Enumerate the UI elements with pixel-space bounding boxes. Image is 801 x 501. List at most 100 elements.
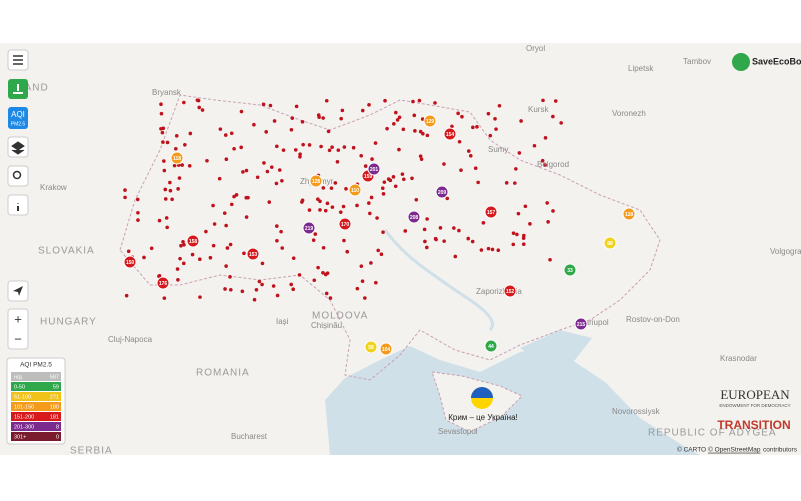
- sensor-dot: [224, 264, 228, 268]
- sensor-dot: [328, 296, 333, 300]
- sensor-dot: [459, 168, 463, 172]
- sensor-dot: [163, 187, 168, 192]
- sensor-dot: [342, 238, 346, 243]
- aqi-marker[interactable]: [603, 236, 617, 250]
- aqi-marker[interactable]: [379, 342, 393, 356]
- aqi-marker[interactable]: [302, 221, 316, 235]
- place-label: Volgograd: [770, 247, 801, 256]
- sensor-dot: [204, 229, 208, 234]
- aqi-marker[interactable]: [338, 217, 352, 231]
- sensor-dot: [326, 129, 331, 134]
- sensor-dot: [493, 116, 497, 121]
- sensor-dot: [532, 143, 537, 148]
- sensor-dot: [401, 177, 406, 182]
- sensor-dot: [298, 152, 302, 156]
- sensor-dot: [341, 204, 346, 209]
- sensor-dot: [291, 256, 296, 260]
- sensor-dot: [176, 187, 180, 191]
- aqi-marker[interactable]: [186, 234, 200, 248]
- sensor-dot: [329, 186, 334, 190]
- zoom-control: [7, 308, 29, 350]
- aqi-marker[interactable]: [435, 185, 449, 199]
- attribution-osm[interactable]: © OpenStreetMap: [708, 446, 761, 454]
- sensor-dot: [229, 287, 233, 292]
- sensor-dot: [345, 249, 350, 254]
- sensor-dot: [425, 133, 430, 138]
- sensor-dot: [559, 121, 563, 125]
- sensor-dot: [277, 168, 282, 172]
- aqi-marker[interactable]: [574, 317, 588, 331]
- sensor-dot: [546, 220, 550, 224]
- sensor-dot: [528, 222, 532, 226]
- sensor-dot: [359, 154, 364, 158]
- legend-count: 8: [56, 424, 59, 430]
- aqi-marker[interactable]: [622, 207, 636, 221]
- sensor-dot: [394, 110, 398, 115]
- aqi-value: 154: [446, 132, 455, 138]
- aqi-value: 129: [426, 119, 435, 125]
- sensor-dot: [252, 122, 256, 127]
- sensor-dot: [486, 246, 491, 251]
- sensor-dot: [200, 108, 205, 112]
- search-button[interactable]: [7, 165, 29, 187]
- sensor-dot: [395, 118, 400, 122]
- sensor-dot: [392, 122, 396, 126]
- place-label: ROMANIA: [196, 368, 250, 379]
- azov-sea: [520, 330, 592, 365]
- sensor-dot: [425, 217, 429, 221]
- aqi-value: 104: [382, 347, 391, 353]
- sensor-dot: [519, 119, 523, 123]
- sensor-dot: [205, 159, 209, 163]
- aqi-marker[interactable]: [348, 183, 362, 197]
- aqi-marker[interactable]: [407, 210, 421, 224]
- aqi-marker[interactable]: [170, 151, 184, 165]
- sensor-dot: [338, 210, 343, 214]
- zoom-in[interactable]: +: [14, 311, 22, 326]
- sensor-dot: [457, 139, 462, 144]
- sensor-dot: [553, 99, 558, 103]
- zoom-out[interactable]: −: [14, 331, 22, 346]
- sensor-dot: [486, 111, 491, 116]
- sensor-dot: [422, 227, 427, 232]
- sensor-dot: [323, 208, 328, 213]
- aqi-marker[interactable]: [364, 340, 378, 354]
- aqi-marker[interactable]: [367, 162, 381, 176]
- aqi-value: 153: [249, 252, 258, 258]
- aqi-marker[interactable]: [156, 276, 170, 290]
- aqi-marker[interactable]: [246, 247, 260, 261]
- aqi-marker[interactable]: [309, 174, 323, 188]
- aqi-marker[interactable]: [484, 339, 498, 353]
- place-label: Sevastopol: [438, 427, 478, 436]
- sensor-dot: [159, 126, 163, 131]
- info-button[interactable]: [7, 194, 29, 216]
- aqi-marker[interactable]: [123, 255, 137, 269]
- aqi-marker[interactable]: [503, 284, 517, 298]
- sensor-dot: [488, 133, 493, 138]
- sensor-dot: [466, 236, 471, 241]
- eed-logo: EUROPEAN: [720, 387, 790, 402]
- legend-title: AQI PM2.5: [20, 362, 52, 369]
- aqi-value: 157: [487, 210, 496, 216]
- sensor-dot: [397, 115, 402, 120]
- aqi-marker[interactable]: [443, 127, 457, 141]
- sensor-dot: [239, 145, 243, 150]
- sensor-dot: [135, 197, 140, 202]
- sensor-dot: [123, 195, 127, 200]
- sensor-dot: [363, 296, 367, 300]
- aqi-marker[interactable]: [563, 263, 577, 277]
- aqi-button[interactable]: [8, 107, 28, 129]
- aqi-value: 128: [312, 179, 321, 185]
- sensor-dot: [442, 162, 446, 166]
- sensor-dot: [164, 216, 169, 220]
- attribution-carto[interactable]: © CARTO: [677, 446, 706, 454]
- sensor-dot: [265, 169, 270, 174]
- aqi-marker[interactable]: [423, 114, 437, 128]
- aqi-value: 215: [577, 322, 586, 328]
- logo-text[interactable]: SaveEcoBot: [752, 56, 801, 66]
- aqi-value: 44: [488, 344, 494, 350]
- legend-swatch: [11, 402, 61, 411]
- sensor-dot: [182, 242, 186, 247]
- sensor-dot: [457, 228, 461, 233]
- aqi-marker[interactable]: [484, 205, 498, 219]
- sensor-dot: [261, 102, 266, 107]
